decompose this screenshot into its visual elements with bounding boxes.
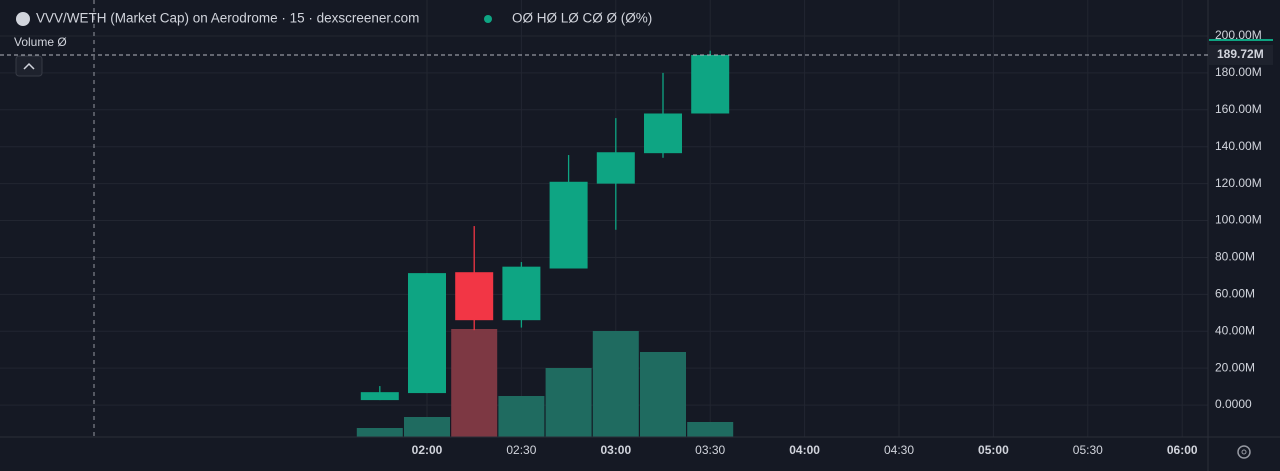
x-tick-label: 03:30 (695, 443, 725, 457)
x-tick-label: 03:00 (600, 443, 631, 457)
x-tick-label: 02:30 (506, 443, 536, 457)
axes: 0.0000 20.00M 40.00M 60.00M 80.00M 100.00M 120… (0, 28, 1273, 457)
y-tick-label: 100.00M (1215, 213, 1262, 227)
marks (356, 50, 734, 437)
ohlc-legend: OØ HØ LØ CØ Ø (Ø%) (512, 11, 652, 26)
y-tick-label: 200.00M (1215, 28, 1262, 42)
price-label-box (1209, 44, 1273, 65)
x-tick-label: 02:00 (412, 443, 443, 457)
y-tick-label: 180.00M (1215, 65, 1262, 79)
volume-bar (592, 331, 639, 437)
candle-body (596, 152, 635, 184)
y-tick-label: 140.00M (1215, 139, 1262, 153)
candle-body (455, 272, 494, 321)
token-icon (16, 12, 30, 26)
y-tick-label: 60.00M (1215, 287, 1255, 301)
grid (0, 0, 1208, 437)
candle-body (644, 113, 682, 154)
x-tick-label: 04:30 (884, 443, 914, 457)
candle-body (408, 273, 446, 394)
status-dot (484, 15, 492, 23)
volume-bar (640, 352, 686, 437)
y-tick-label: 80.00M (1215, 250, 1255, 264)
chart-title: VVV/WETH (Market Cap) on Aerodrome · 15 … (36, 11, 419, 26)
volume-label: Volume Ø (14, 35, 67, 49)
volume-bar (404, 417, 450, 437)
volume-bar (451, 329, 498, 437)
y-tick-label: 0.0000 (1215, 397, 1252, 411)
candle-body (549, 181, 588, 269)
collapse-icon (23, 62, 35, 70)
y-tick-label: 120.00M (1215, 176, 1262, 190)
candle-body (360, 392, 399, 401)
settings-icon-center (1241, 449, 1247, 455)
settings-icon (1237, 445, 1251, 459)
settings-button[interactable] (1237, 445, 1251, 459)
x-tick-label: 04:00 (789, 443, 820, 457)
price-label: 189.72M (1217, 47, 1264, 61)
volume-bar (356, 428, 403, 437)
x-tick-label: 05:00 (978, 443, 1009, 457)
y-tick-label: 40.00M (1215, 323, 1255, 337)
x-tick-label: 06:00 (1167, 443, 1198, 457)
volume-bar (687, 422, 734, 437)
candle-body (502, 266, 541, 321)
volume-bar (545, 368, 592, 437)
candle-body (691, 54, 730, 114)
collapse-button[interactable] (15, 55, 43, 77)
y-tick-label: 20.00M (1215, 360, 1255, 374)
y-tick-label: 160.00M (1215, 102, 1262, 116)
price-marker (1209, 38, 1273, 41)
x-tick-label: 05:30 (1073, 443, 1103, 457)
volume-bar (498, 396, 545, 437)
